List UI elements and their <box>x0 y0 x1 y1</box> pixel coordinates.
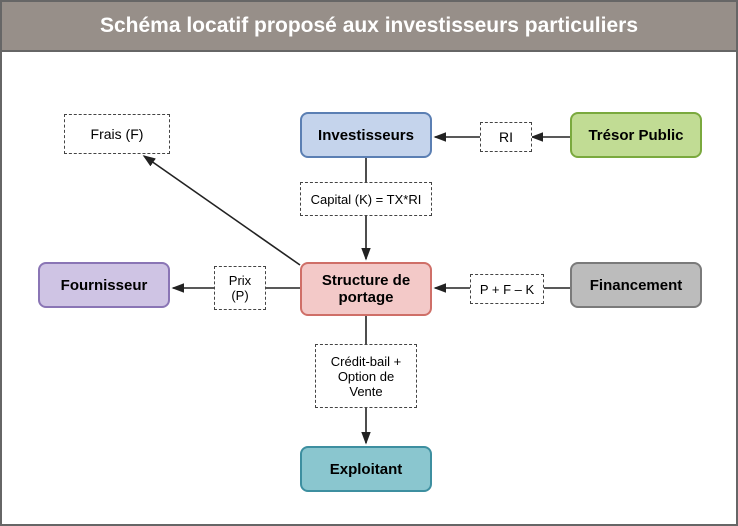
node-structure: Structure de portage <box>300 262 432 316</box>
node-frais: Frais (F) <box>64 114 170 154</box>
node-prix: Prix (P) <box>214 266 266 310</box>
node-fournisseur: Fournisseur <box>38 262 170 308</box>
diagram-container: Schéma locatif proposé aux investisseurs… <box>0 0 738 526</box>
diagram-title: Schéma locatif proposé aux investisseurs… <box>2 2 736 52</box>
node-tresor: Trésor Public <box>570 112 702 158</box>
node-ri: RI <box>480 122 532 152</box>
node-financement: Financement <box>570 262 702 308</box>
node-pfk: P + F – K <box>470 274 544 304</box>
edge <box>144 156 300 265</box>
node-credit: Crédit-bail + Option de Vente <box>315 344 417 408</box>
node-investisseurs: Investisseurs <box>300 112 432 158</box>
diagram-canvas: Investisseurs Trésor Public Structure de p… <box>2 52 736 524</box>
node-exploitant: Exploitant <box>300 446 432 492</box>
node-capital: Capital (K) = TX*RI <box>300 182 432 216</box>
